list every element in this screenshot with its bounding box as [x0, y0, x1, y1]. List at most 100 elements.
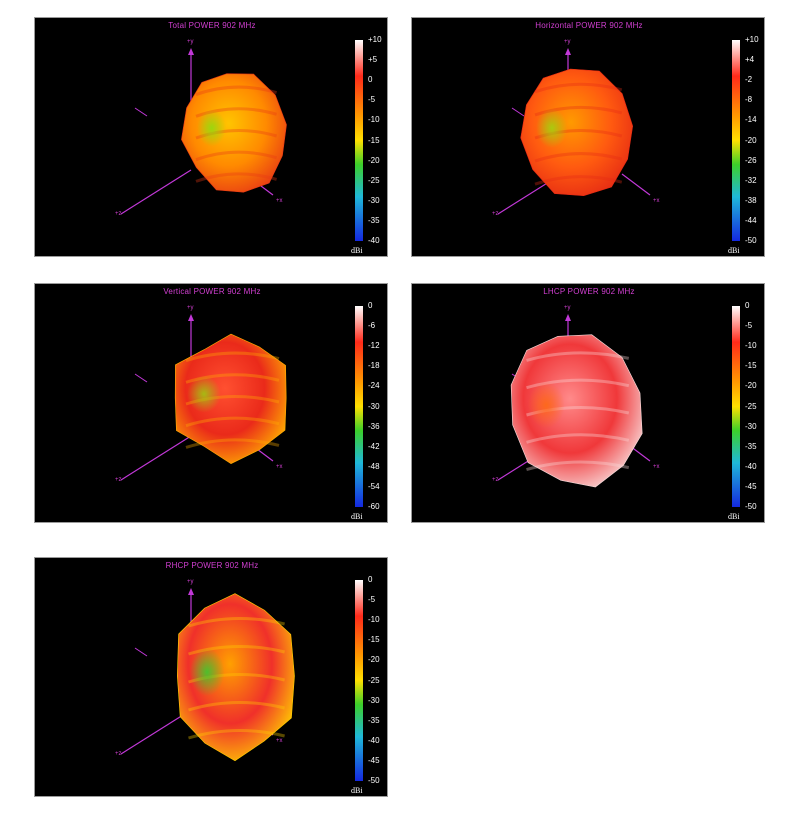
- colorbar-tick-label: 0: [368, 75, 373, 85]
- axis-back-line: [134, 647, 148, 657]
- axis-label-y: +y: [564, 305, 571, 311]
- pattern-highlight: [527, 381, 565, 429]
- colorbar-tick-label: +10: [745, 35, 759, 44]
- colorbar-tick-label: -50: [368, 776, 380, 785]
- pattern-facet: [534, 82, 623, 94]
- pattern-facet: [185, 416, 280, 428]
- colorbar-ticks: 0 -6 -12 -18 -24 -30 -36 -42 -48 -54 -60: [368, 284, 387, 522]
- colorbar-tick-label: -20: [368, 655, 380, 665]
- pattern-facet: [526, 460, 630, 472]
- colorbar-unit: dBi: [351, 786, 363, 795]
- pattern-facet: [526, 351, 630, 362]
- colorbar-tick-label: 0: [368, 301, 373, 310]
- colorbar-tick-label: -25: [745, 401, 757, 411]
- colorbar-unit: dBi: [728, 512, 740, 521]
- pattern-plot-vertical: [120, 306, 363, 507]
- colorbar-tick-label: 0: [745, 301, 750, 310]
- axis-label-y: +y: [187, 39, 194, 45]
- colorbar-tick-label: -10: [368, 115, 380, 125]
- radiation-pattern: [520, 68, 634, 197]
- colorbar-tick-label: -60: [368, 502, 380, 511]
- colorbar-ticks: 0 -5 -10 -15 -20 -25 -30 -35 -40 -45 -50: [368, 558, 387, 796]
- radiation-pattern: [174, 333, 287, 465]
- axis-label-z: +z: [492, 477, 499, 483]
- colorbar-ticks: +10 +4 -2 -8 -14 -20 -26 -32 -38 -44 -50: [745, 18, 764, 256]
- axis-label-z: +z: [115, 477, 122, 483]
- colorbar-tick-label: -35: [368, 215, 380, 225]
- pattern-facet: [185, 351, 280, 363]
- colorbar-tick-label: -20: [745, 381, 757, 391]
- colorbar-tick-label: -42: [368, 441, 380, 451]
- colorbar: [732, 306, 740, 507]
- colorbar: [355, 40, 363, 241]
- colorbar-unit: dBi: [351, 246, 363, 255]
- colorbar-tick-label: -30: [368, 401, 380, 411]
- colorbar-tick-label: -38: [745, 195, 757, 205]
- colorbar-tick-label: -20: [745, 135, 757, 145]
- axis-y-arrow: [188, 314, 194, 321]
- colorbar-tick-label: -25: [368, 675, 380, 685]
- colorbar-tick-label: -20: [368, 155, 380, 165]
- pattern-panel-rhcp: RHCP POWER 902 MHz 0 -5 -10 -15 -20 -25 -30 -35…: [34, 557, 388, 797]
- axis-back-line: [511, 107, 525, 117]
- colorbar-tick-label: -40: [368, 236, 380, 245]
- pattern-plot-rhcp: [120, 580, 363, 781]
- colorbar-tick-label: -50: [745, 236, 757, 245]
- colorbar-tick-label: -45: [745, 481, 757, 491]
- colorbar-ticks: 0 -5 -10 -15 -20 -25 -30 -35 -40 -45 -50: [745, 284, 764, 522]
- colorbar-tick-label: -5: [745, 321, 753, 331]
- panel-title: RHCP POWER 902 MHz: [165, 561, 259, 570]
- colorbar-tick-label: +4: [745, 55, 755, 65]
- axis-y-arrow: [188, 588, 194, 595]
- colorbar-unit: dBi: [728, 246, 740, 255]
- pattern-facet: [195, 172, 278, 183]
- axis-back-line: [134, 373, 148, 383]
- axis-z-line: [120, 435, 192, 481]
- pattern-highlight: [189, 648, 225, 696]
- colorbar-ticks: +10 +5 0 -5 -10 -15 -20 -25 -30 -35 -40: [368, 18, 387, 256]
- axis-label-x: +x: [653, 464, 660, 470]
- pattern-plot-horizontal: [497, 40, 740, 241]
- colorbar-tick-label: -35: [745, 441, 757, 451]
- colorbar-tick-label: -48: [368, 461, 380, 471]
- colorbar-tick-label: -8: [745, 95, 753, 105]
- pattern-facet: [188, 645, 285, 656]
- pattern-highlight: [536, 108, 568, 148]
- colorbar-tick-label: 0: [368, 575, 373, 584]
- colorbar: [732, 40, 740, 241]
- pattern-facet: [534, 175, 623, 186]
- colorbar-tick-label: -40: [368, 735, 380, 745]
- pattern-panel-vertical: Vertical POWER 902 MHz 0 -6 -12 -18 -24 -30 -3…: [34, 283, 388, 523]
- pattern-facet: [526, 433, 630, 444]
- pattern-facet: [188, 729, 285, 740]
- pattern-highlight: [197, 109, 227, 147]
- colorbar-tick-label: -35: [368, 715, 380, 725]
- colorbar: [355, 306, 363, 507]
- colorbar-tick-label: -6: [368, 321, 376, 331]
- pattern-panel-lhcp: LHCP POWER 902 MHz 0 -5 -10 -15 -20 -25 -30 -35…: [411, 283, 765, 523]
- axis-y-arrow: [565, 314, 571, 321]
- axis-label-x: +x: [276, 464, 283, 470]
- colorbar-tick-label: -5: [368, 595, 376, 605]
- axis-label-y: +y: [187, 579, 194, 585]
- colorbar-tick-label: -40: [745, 461, 757, 471]
- axis-label-y: +y: [187, 305, 194, 311]
- panel-title: Vertical POWER 902 MHz: [163, 287, 261, 296]
- radiation-pattern: [510, 334, 643, 488]
- colorbar-tick-label: -54: [368, 481, 380, 491]
- colorbar-tick-label: -44: [745, 215, 757, 225]
- colorbar-tick-label: +5: [368, 55, 378, 65]
- axis-z-line: [120, 169, 192, 215]
- pattern-facet: [195, 85, 278, 97]
- panel-title: Horizontal POWER 902 MHz: [535, 21, 643, 30]
- pattern-facet: [185, 438, 280, 449]
- colorbar-tick-label: -18: [368, 361, 380, 371]
- colorbar-tick-label: -12: [368, 341, 380, 351]
- colorbar-tick-label: +10: [368, 35, 382, 44]
- axis-label-y: +y: [564, 39, 571, 45]
- axis-label-z: +z: [492, 211, 499, 217]
- colorbar-tick-label: -32: [745, 175, 757, 185]
- colorbar-unit: dBi: [351, 512, 363, 521]
- pattern-facet: [195, 150, 278, 162]
- colorbar-tick-label: -26: [745, 155, 757, 165]
